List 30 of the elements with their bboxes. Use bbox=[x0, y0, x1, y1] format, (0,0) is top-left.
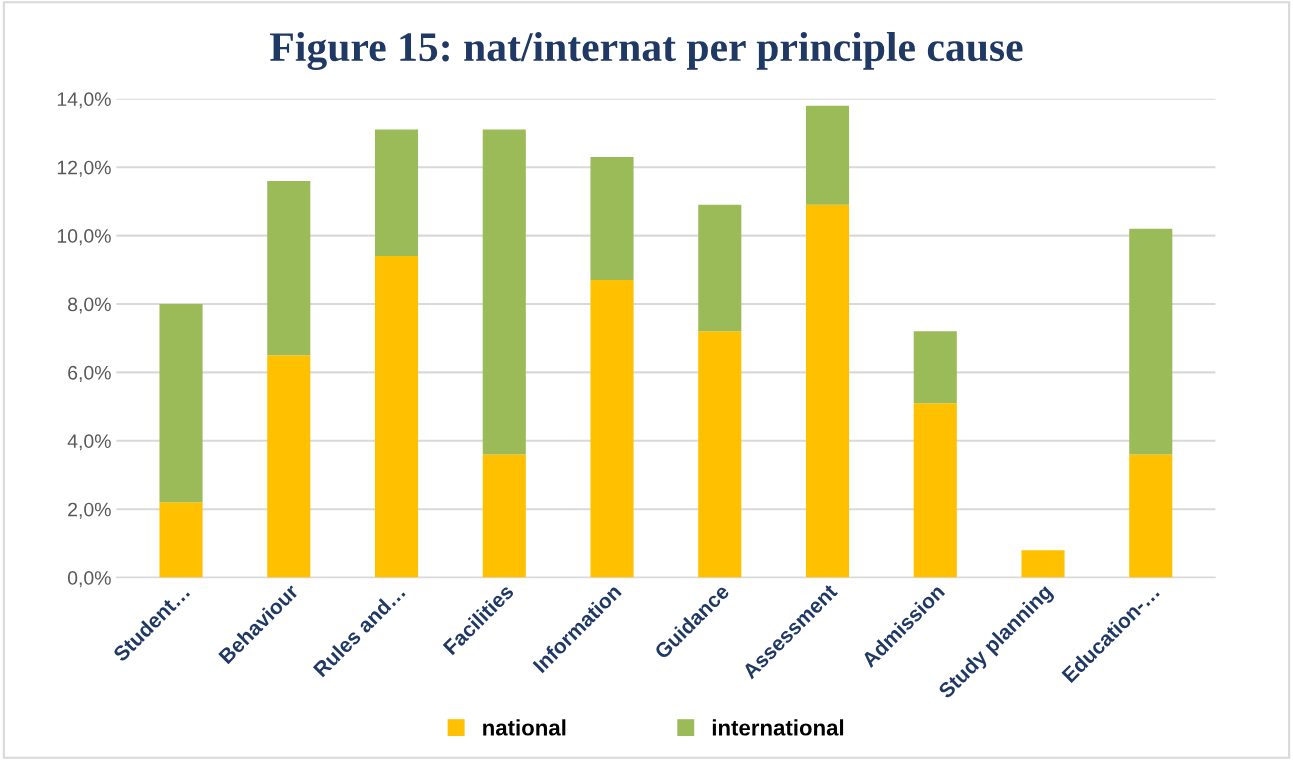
bar bbox=[159, 502, 203, 578]
y-tick-label: 10,0% bbox=[57, 229, 111, 246]
bar bbox=[805, 204, 850, 578]
legend-label: international bbox=[712, 719, 844, 736]
y-tick-label: 14,0% bbox=[57, 92, 111, 109]
bar bbox=[1129, 228, 1173, 455]
bar bbox=[374, 129, 419, 257]
bar bbox=[913, 403, 957, 578]
bar bbox=[482, 454, 526, 578]
legend-label: national bbox=[483, 719, 566, 736]
bar bbox=[698, 331, 742, 578]
y-tick-label: 2,0% bbox=[68, 502, 111, 519]
bar bbox=[805, 105, 850, 205]
bar bbox=[698, 204, 742, 332]
bar bbox=[590, 156, 634, 281]
bar bbox=[374, 256, 419, 578]
y-tick-label: 4,0% bbox=[67, 434, 111, 451]
bar bbox=[913, 331, 957, 404]
y-tick-label: 6,0% bbox=[68, 365, 111, 382]
bar bbox=[267, 180, 311, 356]
y-tick-label: 0,0% bbox=[67, 571, 111, 588]
bar bbox=[482, 129, 526, 455]
chart-title: Figure 15: nat/internat per principle cause bbox=[270, 31, 1023, 70]
bar bbox=[159, 304, 203, 503]
y-tick-label: 8,0% bbox=[68, 297, 111, 314]
bar bbox=[267, 355, 311, 578]
bar bbox=[590, 280, 634, 578]
bar bbox=[1129, 454, 1173, 578]
bar bbox=[1021, 550, 1065, 578]
y-tick-label: 12,0% bbox=[57, 160, 111, 177]
